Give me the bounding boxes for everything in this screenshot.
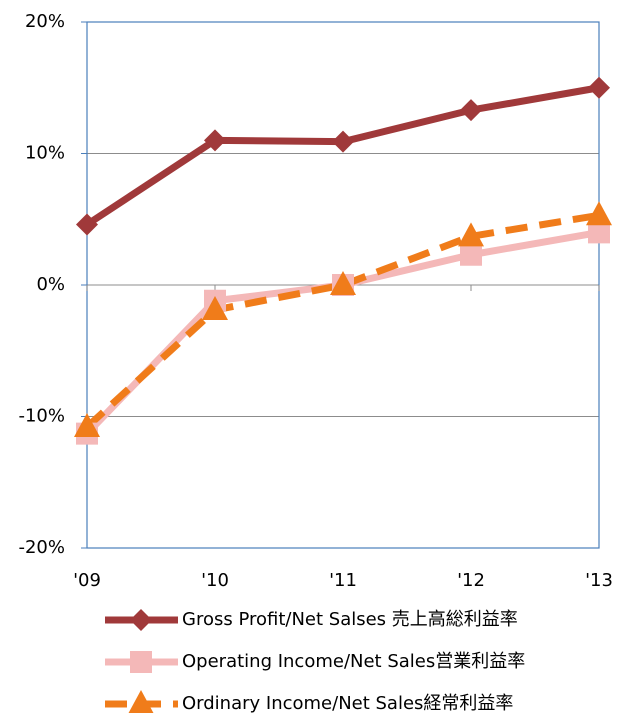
y-tick-label: 20% — [25, 11, 65, 32]
x-tick-label: '11 — [329, 570, 357, 591]
legend-label: Ordinary Income/Net Sales経常利益率 — [182, 693, 513, 713]
x-tick-label: '12 — [457, 570, 485, 591]
data-point — [330, 271, 356, 295]
data-point — [586, 201, 612, 226]
y-tick-label: 10% — [25, 143, 65, 164]
legend-label: Gross Profit/Net Salses 売上高総利益率 — [182, 609, 518, 630]
y-tick-label: 0% — [36, 274, 65, 295]
data-point — [458, 222, 484, 247]
data-point — [460, 99, 482, 122]
x-tick-label: '10 — [201, 570, 229, 591]
y-tick-label: -20% — [18, 537, 65, 558]
x-tick-label: '13 — [585, 570, 613, 591]
data-point — [588, 76, 610, 99]
data-point — [74, 413, 100, 438]
data-point — [588, 221, 610, 244]
legend-marker — [130, 609, 152, 631]
series-line — [85, 84, 600, 228]
data-point — [460, 243, 482, 266]
x-tick-label: '09 — [73, 570, 101, 591]
series-line — [84, 211, 600, 430]
y-tick-label: -10% — [18, 406, 65, 427]
data-point — [202, 295, 228, 320]
data-point — [332, 130, 354, 153]
legend-marker — [130, 651, 152, 673]
series-line — [84, 228, 600, 437]
legend-marker — [128, 690, 154, 713]
legend-label: Operating Income/Net Sales営業利益率 — [182, 651, 525, 672]
data-point — [204, 129, 226, 152]
data-point — [76, 213, 98, 236]
